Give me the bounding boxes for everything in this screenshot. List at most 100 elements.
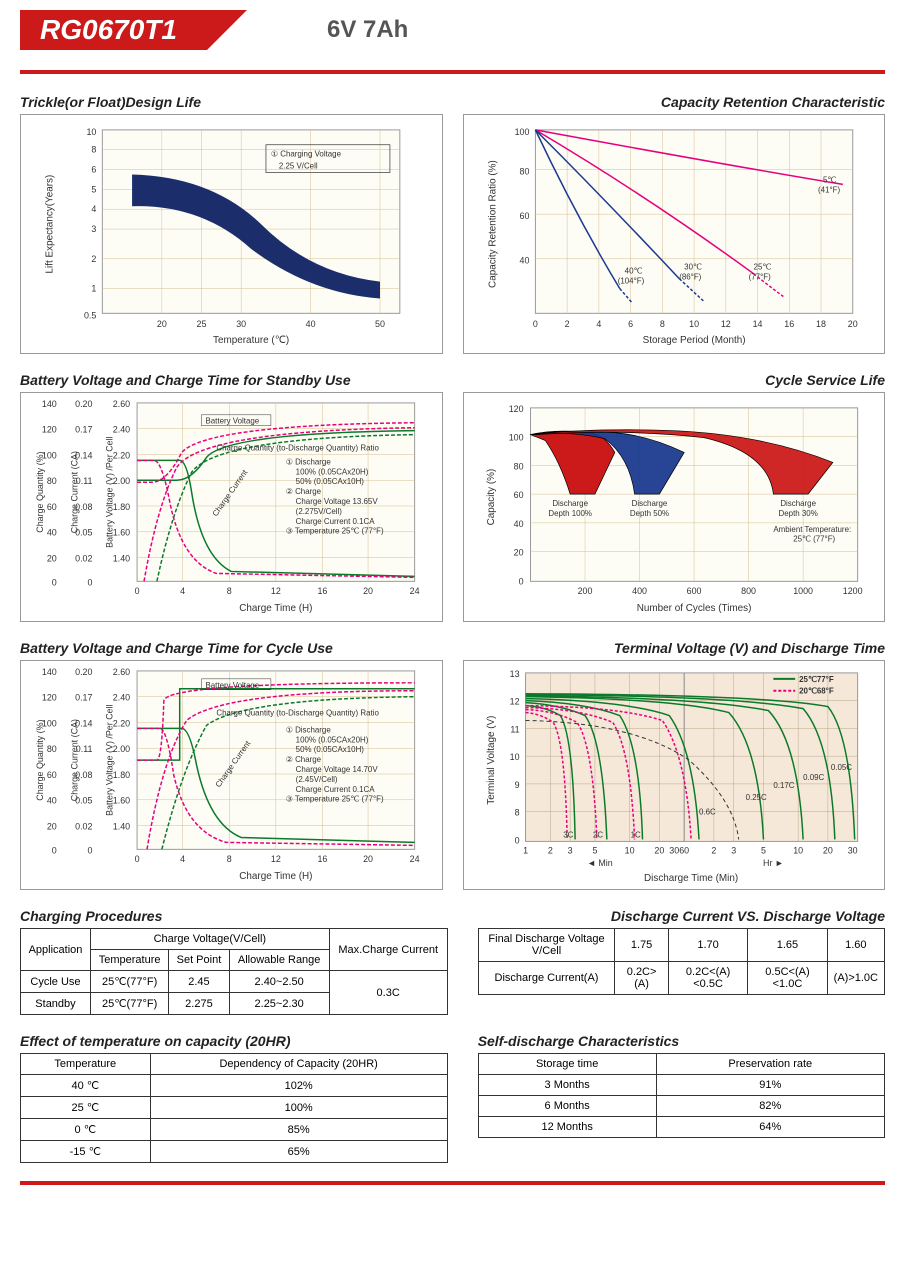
- svg-text:80: 80: [47, 476, 57, 486]
- svg-text:25: 25: [197, 319, 207, 329]
- svg-text:0: 0: [87, 845, 92, 855]
- svg-text:140: 140: [42, 667, 57, 677]
- svg-text:2.40: 2.40: [113, 425, 130, 435]
- svg-text:13: 13: [509, 669, 519, 679]
- svg-text:0.09C: 0.09C: [803, 773, 824, 782]
- svg-text:200: 200: [577, 586, 592, 596]
- svg-text:3: 3: [91, 224, 96, 234]
- svg-text:2.60: 2.60: [113, 667, 130, 677]
- svg-text:100% (0.05CAx20H): 100% (0.05CAx20H): [296, 735, 369, 744]
- svg-text:2: 2: [547, 845, 552, 855]
- svg-text:16: 16: [317, 586, 327, 596]
- svg-text:1: 1: [523, 845, 528, 855]
- header-bar: RG0670T1 6V 7Ah: [20, 10, 885, 50]
- svg-text:12: 12: [271, 854, 281, 864]
- svg-text:2.20: 2.20: [113, 450, 130, 460]
- svg-text:2.40: 2.40: [113, 693, 130, 703]
- terminal-title: Terminal Voltage (V) and Discharge Time: [463, 640, 886, 656]
- svg-text:30: 30: [669, 845, 679, 855]
- trickle-chart: ① Charging Voltage 2.25 V/Cell 10 8 6 5 …: [20, 114, 443, 354]
- cycle-chart: Battery Voltage Charge Quantity (to-Disc…: [20, 660, 443, 890]
- svg-text:8: 8: [514, 808, 519, 818]
- svg-text:12: 12: [720, 319, 730, 329]
- svg-text:40℃: 40℃: [624, 267, 642, 276]
- svg-text:Charge Current 0.1CA: Charge Current 0.1CA: [296, 517, 376, 526]
- svg-text:0.08: 0.08: [75, 770, 92, 780]
- svg-text:60: 60: [679, 845, 689, 855]
- svg-text:Battery Voltage: Battery Voltage: [205, 417, 259, 426]
- svg-text:Charge Current (CA): Charge Current (CA): [70, 451, 80, 533]
- svg-text:8: 8: [659, 319, 664, 329]
- svg-text:10: 10: [86, 127, 96, 137]
- svg-text:4: 4: [180, 854, 185, 864]
- svg-text:1.60: 1.60: [113, 528, 130, 538]
- svg-text:0.05: 0.05: [75, 528, 92, 538]
- svg-text:3: 3: [731, 845, 736, 855]
- svg-text:5℃: 5℃: [823, 175, 836, 184]
- svg-text:Terminal Voltage (V): Terminal Voltage (V): [485, 716, 496, 805]
- svg-text:① Discharge: ① Discharge: [286, 457, 332, 466]
- cycle-title: Battery Voltage and Charge Time for Cycl…: [20, 640, 443, 656]
- svg-text:0.5: 0.5: [84, 310, 96, 320]
- svg-text:2: 2: [711, 845, 716, 855]
- terminal-chart: 25℃77°F 20℃68°F: [463, 660, 886, 890]
- svg-text:Battery Voltage: Battery Voltage: [205, 681, 259, 690]
- svg-text:② Charge: ② Charge: [286, 487, 322, 496]
- svg-text:0.17: 0.17: [75, 425, 92, 435]
- svg-text:4: 4: [596, 319, 601, 329]
- svg-text:60: 60: [47, 770, 57, 780]
- svg-text:Hr ►: Hr ►: [763, 858, 784, 868]
- svg-text:Capacity Retention Ratio (%): Capacity Retention Ratio (%): [487, 160, 498, 288]
- svg-text:Discharge: Discharge: [631, 499, 667, 508]
- svg-text:2: 2: [91, 254, 96, 264]
- svg-text:Charge Time (H): Charge Time (H): [239, 871, 312, 882]
- svg-text:30: 30: [847, 845, 857, 855]
- svg-text:8: 8: [227, 586, 232, 596]
- svg-text:20: 20: [47, 822, 57, 832]
- svg-text:25℃ (77°F): 25℃ (77°F): [793, 535, 835, 544]
- dvd-title: Discharge Current VS. Discharge Voltage: [478, 908, 885, 924]
- svg-text:1.80: 1.80: [113, 502, 130, 512]
- svg-text:0: 0: [135, 586, 140, 596]
- trickle-title: Trickle(or Float)Design Life: [20, 94, 443, 110]
- svg-text:0.02: 0.02: [75, 822, 92, 832]
- svg-text:1C: 1C: [630, 830, 640, 839]
- svg-text:1.80: 1.80: [113, 770, 130, 780]
- svg-text:Ambient Temperature:: Ambient Temperature:: [773, 525, 851, 534]
- svg-text:3C: 3C: [563, 830, 573, 839]
- svg-text:8: 8: [227, 854, 232, 864]
- svg-text:2: 2: [564, 319, 569, 329]
- svg-text:(41°F): (41°F): [818, 185, 840, 194]
- tempeff-table: TemperatureDependency of Capacity (20HR)…: [20, 1053, 448, 1163]
- footer-line: [20, 1181, 885, 1185]
- svg-text:0.20: 0.20: [75, 399, 92, 409]
- svg-text:0.14: 0.14: [75, 450, 92, 460]
- retention-title: Capacity Retention Characteristic: [463, 94, 886, 110]
- svg-text:(2.275V/Cell): (2.275V/Cell): [296, 507, 343, 516]
- svg-text:Depth 100%: Depth 100%: [548, 509, 592, 518]
- svg-text:(104°F): (104°F): [617, 277, 644, 286]
- svg-text:50% (0.05CAx10H): 50% (0.05CAx10H): [296, 745, 365, 754]
- svg-text:20: 20: [654, 845, 664, 855]
- svg-text:10: 10: [689, 319, 699, 329]
- svg-text:0: 0: [532, 319, 537, 329]
- svg-text:③ Temperature 25℃ (77°F): ③ Temperature 25℃ (77°F): [286, 795, 384, 804]
- svg-text:Capacity (%): Capacity (%): [485, 469, 496, 526]
- svg-text:1200: 1200: [842, 586, 862, 596]
- svg-text:8: 8: [91, 145, 96, 155]
- svg-text:0.14: 0.14: [75, 718, 92, 728]
- svg-text:100: 100: [42, 718, 57, 728]
- svg-text:Number of Cycles (Times): Number of Cycles (Times): [636, 603, 751, 614]
- svg-text:50: 50: [375, 319, 385, 329]
- svg-text:11: 11: [510, 724, 519, 734]
- svg-text:(86°F): (86°F): [679, 273, 701, 282]
- svg-text:5: 5: [91, 184, 96, 194]
- svg-text:6: 6: [91, 165, 96, 175]
- svg-text:1.40: 1.40: [113, 822, 130, 832]
- tempeff-title: Effect of temperature on capacity (20HR): [20, 1033, 448, 1049]
- svg-text:60: 60: [47, 502, 57, 512]
- spec-text: 6V 7Ah: [327, 16, 408, 44]
- svg-text:24: 24: [410, 586, 420, 596]
- model-badge: RG0670T1: [20, 10, 207, 50]
- svg-text:1000: 1000: [793, 586, 813, 596]
